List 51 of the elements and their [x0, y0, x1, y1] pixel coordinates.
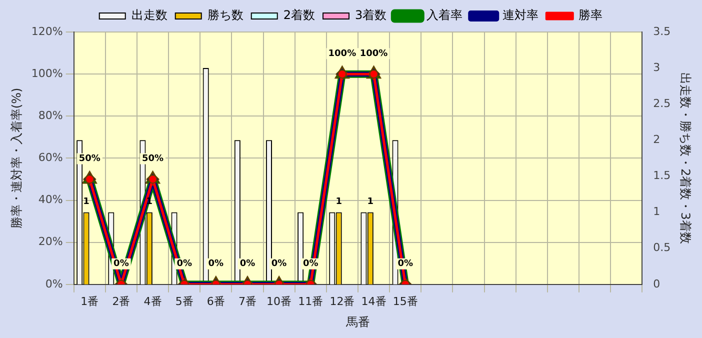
x-tick-label: 14番: [361, 294, 386, 308]
x-tick-label: 6番: [206, 294, 225, 308]
x-tick-label: 2番: [112, 294, 130, 308]
x-axis-title: 馬番: [344, 314, 370, 329]
legend-label: 連対率: [502, 8, 539, 22]
y-tick-label: 40%: [38, 193, 63, 206]
legend-label: 入着率: [426, 8, 463, 22]
data-label: 100%: [360, 48, 388, 59]
x-tick-label: 7番: [238, 294, 256, 308]
data-label: 100%: [328, 48, 356, 59]
data-label: 1: [146, 197, 153, 208]
y-tick-label: 100%: [31, 66, 63, 80]
data-label: 1: [367, 197, 374, 208]
y2-tick-label: 0: [653, 277, 660, 290]
y2-tick-label: 0.5: [653, 241, 671, 254]
y-tick-label: 120%: [31, 24, 63, 38]
data-label: 1: [336, 197, 342, 208]
data-label: 0%: [240, 259, 256, 270]
data-label: 1: [83, 197, 90, 208]
y-tick-label: 0%: [45, 277, 63, 290]
y2-tick-label: 1: [653, 205, 660, 218]
data-label: 0%: [114, 259, 129, 270]
legend-label: 勝率: [578, 8, 603, 22]
data-label: 0%: [271, 259, 287, 270]
data-label: 50%: [142, 154, 164, 164]
data-label: 0%: [302, 259, 318, 270]
legend-label: 2着数: [283, 8, 316, 22]
y2-tick-label: 3: [653, 60, 660, 74]
y2-tick-label: 1.5: [653, 169, 671, 182]
x-tick-label: 12番: [330, 294, 355, 308]
legend-label: 3着数: [355, 8, 387, 22]
data-label: 50%: [78, 154, 100, 164]
x-tick-label: 15番: [392, 294, 418, 308]
data-label: 0%: [176, 259, 192, 270]
y-tick-label: 60%: [38, 151, 63, 164]
y-tick-label: 20%: [38, 235, 63, 248]
data-label: 0%: [208, 259, 224, 270]
y2-tick-label: 2.5: [653, 96, 671, 110]
y-tick-label: 80%: [38, 108, 63, 122]
legend-label: 出走数: [131, 8, 168, 22]
x-tick-label: 5番: [175, 294, 194, 308]
x-tick-label: 4番: [144, 294, 162, 308]
x-tick-label: 11番: [298, 294, 324, 308]
y2-axis-title: 出走数・勝ち数・2着数・3着数: [678, 72, 693, 244]
x-tick-label: 1番: [80, 294, 99, 308]
y2-tick-label: 3.5: [653, 24, 671, 38]
y2-tick-label: 2: [653, 133, 660, 146]
data-label: 0%: [398, 259, 413, 270]
legend-label: 勝ち数: [207, 8, 244, 22]
x-tick-label: 10番: [266, 294, 292, 308]
y-axis-title: 勝率・連対率・入着率(%): [9, 88, 24, 229]
